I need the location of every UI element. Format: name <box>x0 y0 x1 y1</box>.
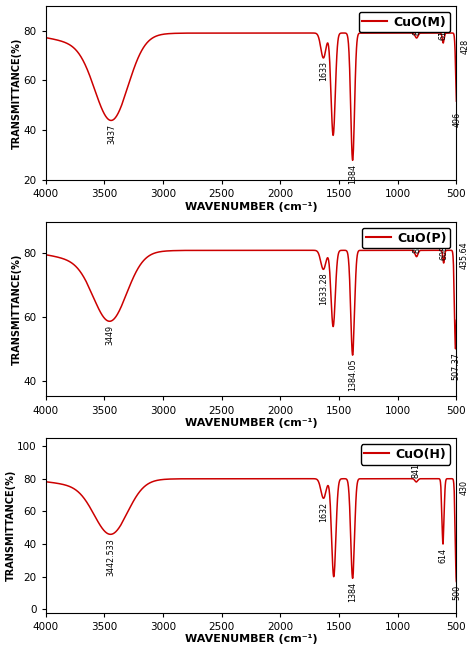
Text: 608.16: 608.16 <box>439 232 448 259</box>
Text: 3449: 3449 <box>106 325 115 345</box>
Y-axis label: TRANSMITTANCE(%): TRANSMITTANCE(%) <box>6 469 16 581</box>
Text: 3437: 3437 <box>107 124 116 144</box>
Text: 507.37: 507.37 <box>451 352 460 380</box>
X-axis label: WAVENUMBER (cm⁻¹): WAVENUMBER (cm⁻¹) <box>185 419 317 428</box>
Text: 614: 614 <box>438 547 447 562</box>
Y-axis label: TRANSMITTANCE(%): TRANSMITTANCE(%) <box>12 37 22 149</box>
Text: 428: 428 <box>460 40 469 55</box>
X-axis label: WAVENUMBER (cm⁻¹): WAVENUMBER (cm⁻¹) <box>185 634 317 644</box>
Text: 612: 612 <box>439 25 448 40</box>
Text: 496: 496 <box>452 111 461 127</box>
Text: 1384.05: 1384.05 <box>348 359 357 391</box>
Y-axis label: TRANSMITTANCE(%): TRANSMITTANCE(%) <box>12 254 22 365</box>
Text: 430: 430 <box>460 480 469 495</box>
Text: 839: 839 <box>412 20 421 34</box>
Text: 500: 500 <box>452 585 461 600</box>
X-axis label: WAVENUMBER (cm⁻¹): WAVENUMBER (cm⁻¹) <box>185 202 317 212</box>
Legend: CuO(M): CuO(M) <box>359 12 450 32</box>
Text: 1633: 1633 <box>319 62 328 81</box>
Legend: CuO(H): CuO(H) <box>361 444 450 465</box>
Text: 1633.28: 1633.28 <box>319 273 328 306</box>
Text: 841.02: 841.02 <box>412 451 421 478</box>
Text: 1632: 1632 <box>319 502 328 522</box>
Text: 839.35: 839.35 <box>412 226 421 253</box>
Text: 3442.533: 3442.533 <box>107 538 116 575</box>
Text: 1384: 1384 <box>348 164 357 184</box>
Text: 435.64: 435.64 <box>459 241 468 269</box>
Legend: CuO(P): CuO(P) <box>362 228 450 248</box>
Text: 1384: 1384 <box>348 582 357 602</box>
